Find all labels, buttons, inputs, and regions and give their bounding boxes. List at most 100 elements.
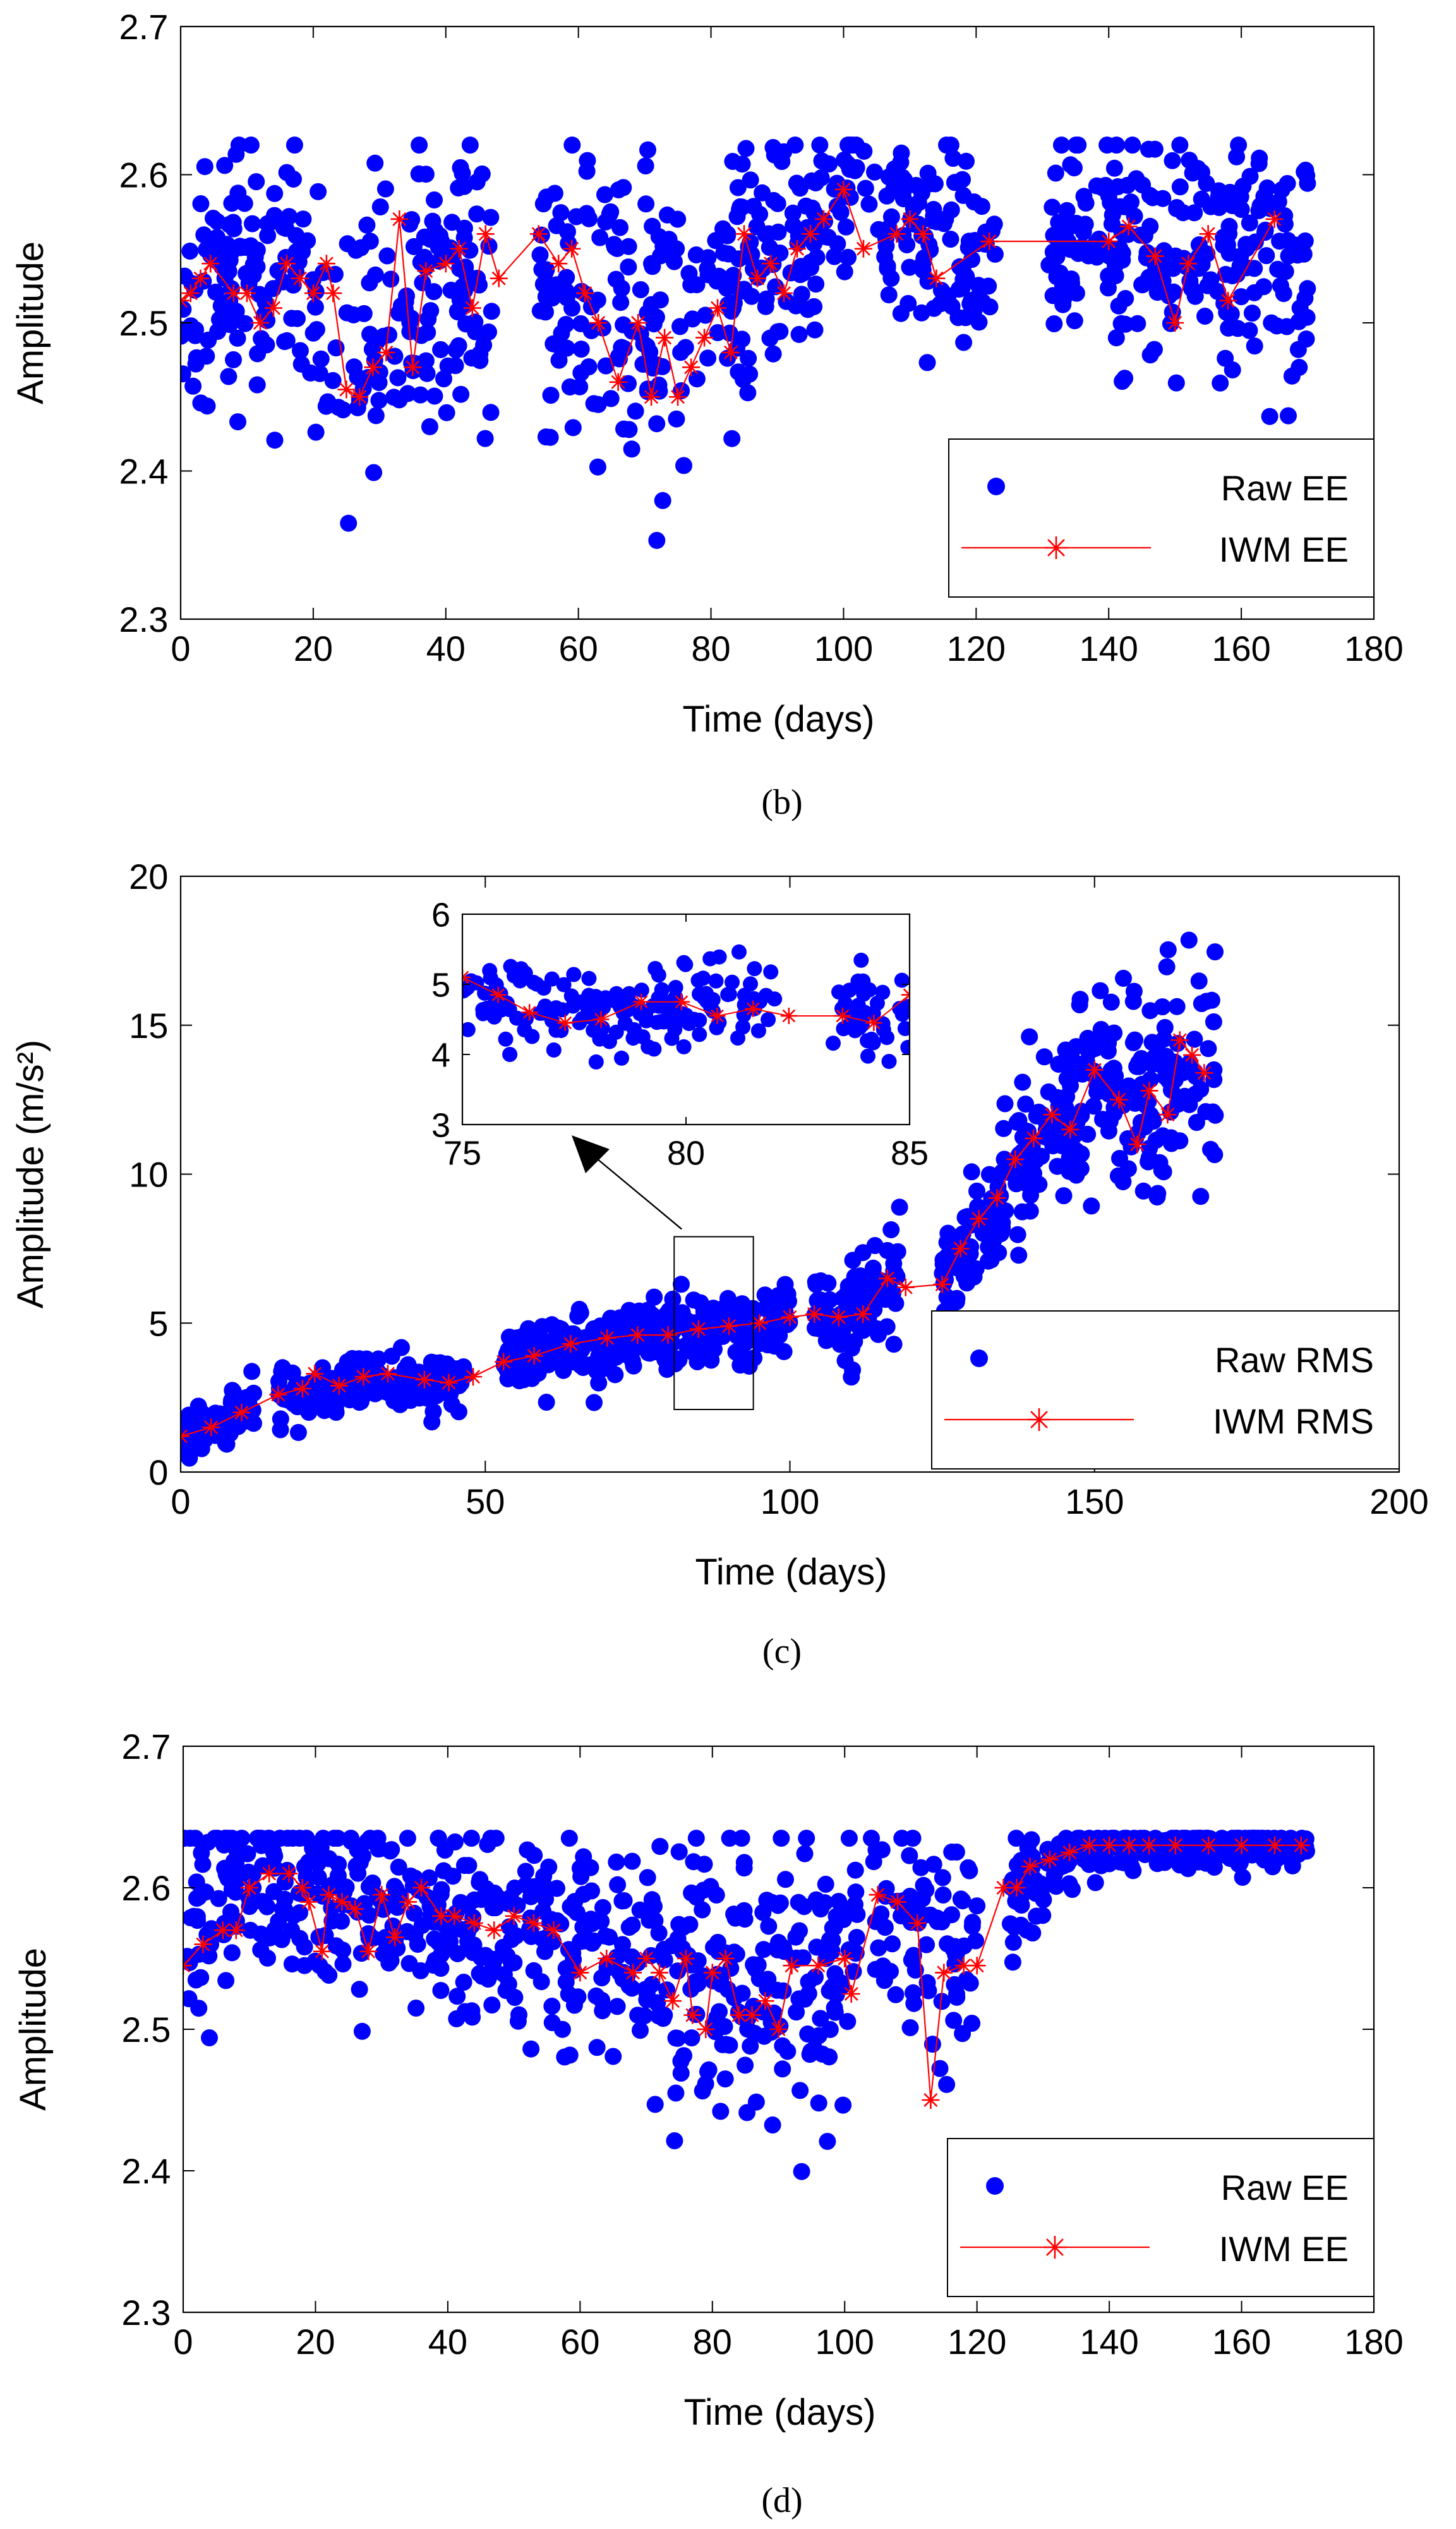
iwm-marker: [629, 1326, 647, 1344]
raw-point: [1297, 161, 1315, 179]
raw-point: [224, 1880, 241, 1898]
raw-point: [776, 1276, 794, 1293]
raw-point: [807, 1319, 824, 1337]
raw-point: [769, 223, 787, 241]
raw-point: [309, 1844, 327, 1862]
raw-point: [1047, 164, 1064, 182]
raw-point: [548, 217, 565, 234]
raw-point: [1107, 329, 1125, 347]
raw-point: [778, 293, 795, 310]
iwm-marker: [390, 210, 409, 228]
raw-point: [572, 1868, 590, 1885]
legend-box: [947, 2138, 1375, 2297]
raw-point: [585, 1320, 603, 1337]
iwm-marker: [968, 1957, 986, 1975]
raw-point: [791, 2082, 809, 2099]
raw-point: [258, 1898, 276, 1916]
raw-point: [522, 1923, 539, 1941]
raw-point: [925, 1856, 942, 1873]
raw-point: [426, 387, 443, 405]
raw-point: [933, 1993, 951, 2010]
raw-point: [1283, 367, 1301, 385]
raw-point: [931, 2060, 949, 2077]
raw-point: [643, 255, 660, 272]
y-tick-label: 2.3: [119, 600, 169, 639]
iwm-marker: [576, 284, 594, 303]
raw-point: [719, 1289, 737, 1307]
raw-point: [602, 390, 620, 407]
inset-raw-point: [881, 1054, 897, 1070]
raw-point: [397, 293, 414, 310]
inset-raw-point: [853, 952, 869, 968]
raw-point: [572, 341, 590, 358]
iwm-marker: [1170, 1031, 1189, 1049]
raw-point: [1062, 156, 1080, 174]
raw-point: [1224, 361, 1241, 378]
raw-point: [801, 2046, 819, 2063]
y-tick-label: 2.5: [122, 2010, 171, 2049]
raw-point: [847, 1883, 865, 1901]
iwm-marker: [682, 358, 701, 377]
raw-point: [961, 1974, 979, 1992]
raw-point: [539, 1356, 557, 1373]
raw-point: [767, 1307, 785, 1325]
inset-raw-point: [614, 1050, 629, 1066]
raw-point: [1017, 1095, 1035, 1113]
raw-point: [1210, 188, 1227, 205]
x-tick-label: 80: [693, 2322, 732, 2362]
raw-point: [955, 334, 973, 351]
raw-point: [816, 1894, 833, 1912]
raw-point: [1058, 202, 1076, 219]
inset-raw-point: [731, 944, 747, 960]
raw-point: [1040, 1083, 1057, 1101]
y-tick-label: 20: [129, 857, 168, 896]
x-axis-label: Time (days): [683, 699, 875, 740]
raw-point: [334, 1941, 352, 1959]
zoom-arrow-line: [585, 1149, 683, 1230]
raw-point: [843, 1368, 860, 1386]
raw-point: [412, 253, 430, 271]
raw-point: [954, 2025, 972, 2043]
raw-point: [1246, 284, 1263, 301]
raw-point: [572, 364, 590, 382]
iwm-marker: [716, 1950, 735, 1967]
raw-point: [954, 171, 971, 188]
raw-point: [1044, 198, 1061, 216]
iwm-marker: [1265, 1836, 1284, 1854]
raw-point: [668, 410, 685, 428]
iwm-marker: [299, 1893, 318, 1911]
inset-raw-point: [900, 1039, 910, 1055]
raw-point: [1134, 1182, 1152, 1200]
raw-point: [1086, 1040, 1104, 1058]
raw-point: [207, 283, 225, 301]
iwm-marker: [1043, 1106, 1061, 1124]
inset-raw-point: [601, 1034, 617, 1049]
raw-point: [716, 2070, 734, 2088]
raw-point: [452, 1893, 469, 1911]
iwm-marker: [749, 269, 767, 287]
raw-point: [1040, 256, 1058, 274]
raw-point: [1124, 136, 1141, 154]
iwm-series: [183, 1836, 1310, 2109]
raw-point: [243, 1363, 261, 1380]
iwm-marker: [562, 1335, 580, 1353]
raw-point: [430, 1830, 447, 1847]
raw-point: [1248, 1830, 1266, 1847]
raw-point: [880, 168, 898, 186]
raw-point: [448, 2010, 466, 2027]
inset-raw-point: [623, 997, 639, 1013]
raw-point: [757, 290, 775, 308]
raw-point: [483, 1996, 501, 2014]
raw-point: [742, 171, 759, 189]
raw-point: [826, 2003, 844, 2021]
raw-point: [1045, 315, 1063, 332]
y-axis-label: Amplitude (m/s²): [10, 1040, 51, 1308]
iwm-marker: [330, 1377, 348, 1395]
raw-point: [615, 179, 632, 196]
legend-iwm-label: IWM RMS: [1213, 1401, 1374, 1441]
inset-raw-point: [664, 1030, 680, 1046]
raw-point: [500, 1976, 517, 1993]
raw-point: [286, 136, 303, 154]
inset-raw-point: [617, 1015, 633, 1031]
